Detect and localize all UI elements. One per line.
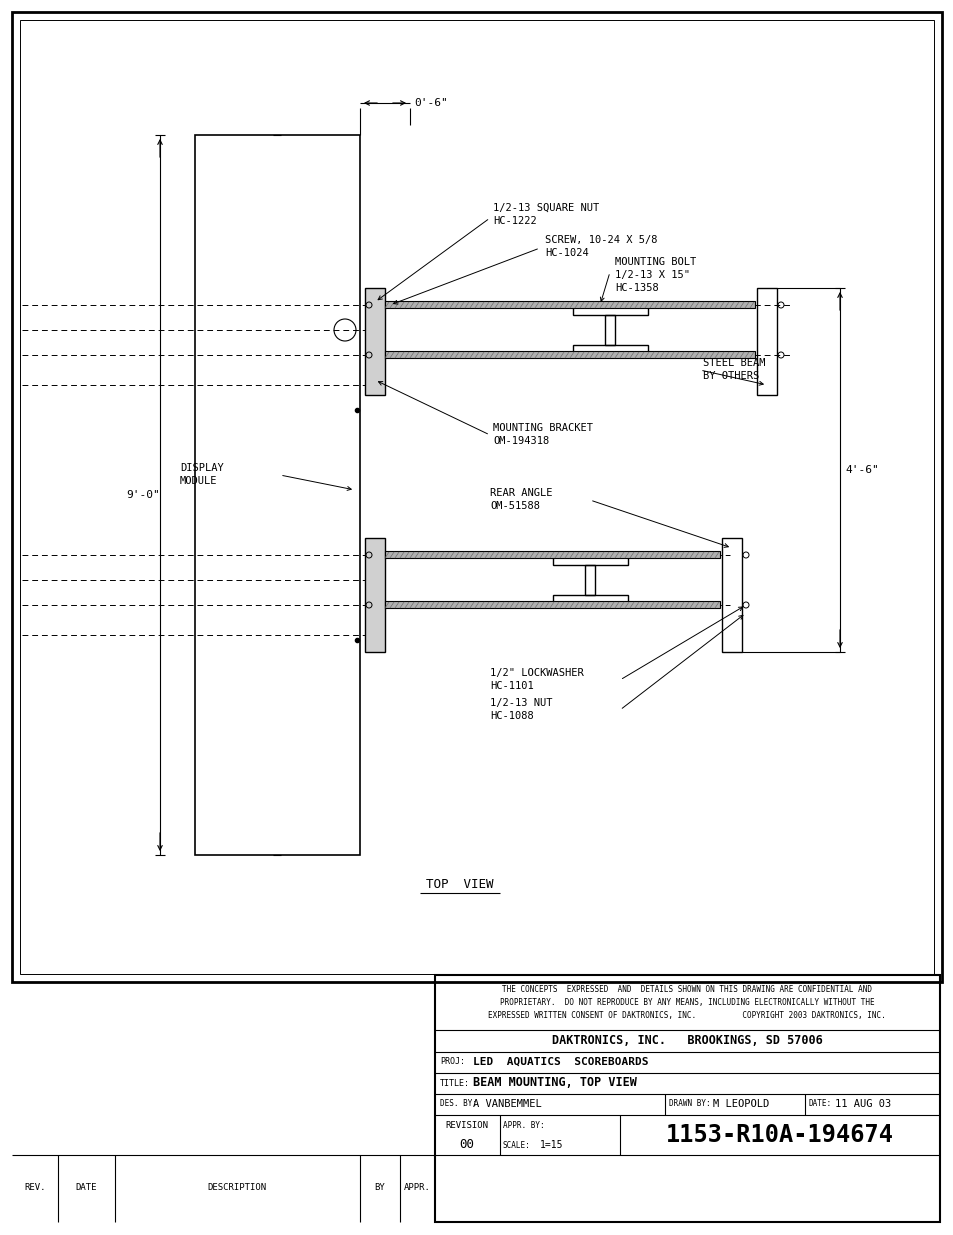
Text: APPR. BY:: APPR. BY:	[502, 1120, 544, 1130]
Bar	[194, 135, 359, 855]
Text: DESCRIPTION: DESCRIPTION	[207, 1183, 266, 1193]
Bar	[385, 301, 754, 308]
Bar	[365, 538, 385, 652]
Text: MOUNTING BOLT: MOUNTING BOLT	[615, 257, 696, 267]
Text: HC-1088: HC-1088	[490, 711, 533, 721]
Bar	[553, 595, 627, 606]
Bar	[584, 564, 595, 595]
Bar	[365, 288, 385, 395]
Text: PROPRIETARY.  DO NOT REPRODUCE BY ANY MEANS, INCLUDING ELECTRONICALLY WITHOUT TH: PROPRIETARY. DO NOT REPRODUCE BY ANY MEA…	[499, 998, 873, 1007]
Text: APPR.: APPR.	[403, 1183, 430, 1193]
Text: 1/2-13 X 15": 1/2-13 X 15"	[615, 270, 689, 280]
Text: LED  AQUATICS  SCOREBOARDS: LED AQUATICS SCOREBOARDS	[473, 1057, 648, 1067]
Text: OM-51588: OM-51588	[490, 501, 539, 511]
Text: PROJ:: PROJ:	[439, 1057, 464, 1067]
Bar	[385, 351, 754, 358]
Bar	[20, 20, 933, 974]
Text: 4'-6": 4'-6"	[844, 466, 878, 475]
Text: 00: 00	[459, 1139, 474, 1151]
Text: HC-1222: HC-1222	[493, 216, 537, 226]
Text: 0'-6": 0'-6"	[414, 98, 447, 107]
Text: TOP  VIEW: TOP VIEW	[426, 878, 494, 892]
Text: REVISION: REVISION	[445, 1120, 488, 1130]
Bar	[385, 551, 720, 558]
Bar	[553, 553, 627, 564]
Text: SCREW, 10-24 X 5/8: SCREW, 10-24 X 5/8	[544, 235, 657, 245]
Text: HC-1101: HC-1101	[490, 680, 533, 692]
Text: 9'-0": 9'-0"	[126, 490, 160, 500]
Text: 1=15: 1=15	[539, 1140, 563, 1150]
Text: DISPLAY: DISPLAY	[180, 463, 224, 473]
Text: M LEOPOLD: M LEOPOLD	[712, 1099, 768, 1109]
Text: MOUNTING BRACKET: MOUNTING BRACKET	[493, 424, 593, 433]
Bar	[604, 315, 615, 345]
Text: HC-1024: HC-1024	[544, 248, 588, 258]
Text: BY: BY	[375, 1183, 385, 1193]
Text: STEEL BEAM: STEEL BEAM	[702, 358, 764, 368]
Text: 1/2" LOCKWASHER: 1/2" LOCKWASHER	[490, 668, 583, 678]
Text: SCALE:: SCALE:	[502, 1140, 530, 1150]
Text: EXPRESSED WRITTEN CONSENT OF DAKTRONICS, INC.          COPYRIGHT 2003 DAKTRONICS: EXPRESSED WRITTEN CONSENT OF DAKTRONICS,…	[488, 1011, 885, 1020]
Text: MODULE: MODULE	[180, 475, 217, 487]
Text: 1/2-13 NUT: 1/2-13 NUT	[490, 698, 552, 708]
Text: DATE: DATE	[75, 1183, 96, 1193]
Text: DATE:: DATE:	[808, 1099, 831, 1109]
Text: 1/2-13 SQUARE NUT: 1/2-13 SQUARE NUT	[493, 203, 598, 212]
Text: 11 AUG 03: 11 AUG 03	[834, 1099, 890, 1109]
Text: OM-194318: OM-194318	[493, 436, 549, 446]
Text: REV.: REV.	[24, 1183, 46, 1193]
Bar	[435, 974, 939, 1221]
Text: A VANBEMMEL: A VANBEMMEL	[473, 1099, 541, 1109]
Text: DRAWN BY:: DRAWN BY:	[668, 1099, 710, 1109]
Text: BEAM MOUNTING, TOP VIEW: BEAM MOUNTING, TOP VIEW	[473, 1077, 637, 1089]
Text: BY OTHERS: BY OTHERS	[702, 370, 759, 382]
Text: REAR ANGLE: REAR ANGLE	[490, 488, 552, 498]
Text: 1153-R10A-194674: 1153-R10A-194674	[665, 1123, 893, 1147]
Text: DAKTRONICS, INC.   BROOKINGS, SD 57006: DAKTRONICS, INC. BROOKINGS, SD 57006	[551, 1035, 821, 1047]
Text: THE CONCEPTS  EXPRESSED  AND  DETAILS SHOWN ON THIS DRAWING ARE CONFIDENTIAL AND: THE CONCEPTS EXPRESSED AND DETAILS SHOWN…	[501, 986, 871, 994]
Bar	[573, 303, 647, 315]
Bar	[573, 345, 647, 357]
Text: TITLE:: TITLE:	[439, 1078, 470, 1088]
Bar	[12, 12, 941, 982]
Text: DES. BY:: DES. BY:	[439, 1099, 476, 1109]
Bar	[757, 288, 776, 395]
Text: HC-1358: HC-1358	[615, 283, 659, 293]
Bar	[721, 538, 741, 652]
Bar	[385, 601, 720, 608]
